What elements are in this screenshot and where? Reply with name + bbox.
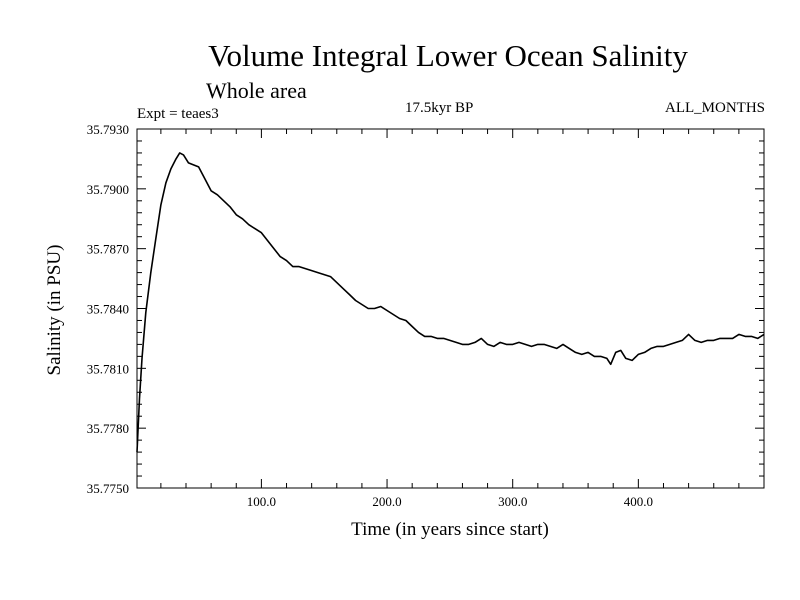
y-tick-label: 35.7930: [87, 122, 129, 137]
plot-frame: [136, 128, 765, 489]
x-tick-label: 300.0: [498, 494, 527, 509]
period-label: 17.5kyr BP: [405, 100, 474, 116]
chart-title: Volume Integral Lower Ocean Salinity: [208, 38, 688, 73]
y-tick-label: 35.7870: [87, 242, 129, 257]
axis-ticks: [137, 129, 764, 488]
y-tick-label: 35.7780: [87, 421, 129, 436]
axis-tick-labels: 100.0 200.0 300.0 400.0 35.7750 35.7780 35.781…: [87, 122, 653, 509]
x-tick-label: 200.0: [372, 494, 401, 509]
y-tick-label: 35.7810: [87, 361, 129, 376]
y-tick-label: 35.7840: [87, 302, 129, 317]
chart-subtitle: Whole area: [206, 78, 307, 103]
x-tick-label: 100.0: [247, 494, 276, 509]
x-tick-label: 400.0: [624, 494, 653, 509]
y-tick-label: 35.7750: [87, 481, 129, 496]
salinity-series-line: [136, 152, 765, 453]
x-axis-label: Time (in years since start): [351, 519, 549, 540]
y-tick-label: 35.7900: [87, 182, 129, 197]
months-label: ALL_MONTHS: [665, 100, 765, 116]
experiment-label: Expt = teaes3: [137, 106, 219, 122]
